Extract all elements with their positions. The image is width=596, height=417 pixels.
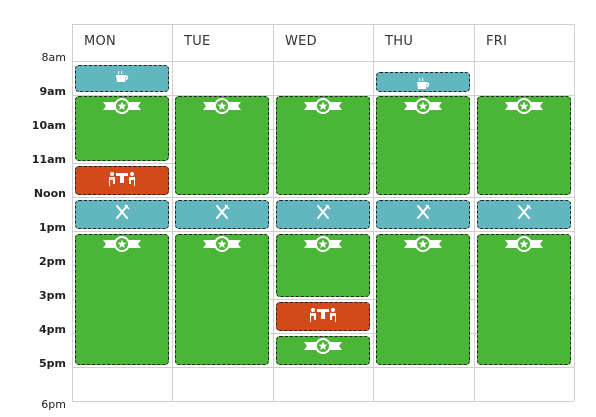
grid-line-hour (72, 61, 574, 62)
utensils-icon (516, 204, 532, 224)
grid-line-hour (72, 197, 574, 198)
day-header-wed[interactable]: WED (285, 34, 317, 49)
star-banner-icon (303, 98, 343, 118)
star-banner-icon (102, 236, 142, 256)
grid-line-day (72, 24, 73, 401)
star-banner-icon (403, 236, 443, 256)
star-banner-icon (303, 236, 343, 256)
meeting-event-block[interactable] (276, 302, 370, 331)
time-label: 8am (41, 51, 66, 64)
grid-line-hour (72, 367, 574, 368)
meeting-icon (308, 306, 338, 328)
grid-line-day (373, 24, 374, 401)
day-header-thu[interactable]: THU (385, 34, 414, 49)
focus-event-block[interactable] (477, 96, 571, 195)
time-label: 10am (31, 119, 66, 132)
time-label: 3pm (39, 289, 66, 302)
focus-event-block[interactable] (276, 96, 370, 195)
star-banner-icon (504, 236, 544, 256)
focus-event-block[interactable] (75, 234, 169, 365)
focus-event-block[interactable] (276, 234, 370, 297)
grid-line-day (172, 24, 173, 401)
grid-line-hour (72, 299, 574, 300)
meal-event-block[interactable] (276, 200, 370, 229)
meal-event-block[interactable] (477, 200, 571, 229)
focus-event-block[interactable] (477, 234, 571, 365)
star-banner-icon (403, 98, 443, 118)
utensils-icon (214, 204, 230, 224)
meal-event-block[interactable] (175, 200, 269, 229)
day-header-tue[interactable]: TUE (184, 34, 211, 49)
focus-event-block[interactable] (376, 96, 470, 195)
meeting-event-block[interactable] (75, 166, 169, 195)
focus-event-block[interactable] (276, 336, 370, 365)
grid-line-day (474, 24, 475, 401)
coffee-icon (415, 76, 431, 95)
meal-event-block[interactable] (75, 65, 169, 92)
focus-event-block[interactable] (376, 234, 470, 365)
meal-event-block[interactable] (376, 200, 470, 229)
focus-event-block[interactable] (175, 234, 269, 365)
time-label: 5pm (39, 357, 66, 370)
grid-line-day (574, 24, 575, 401)
time-label: 11am (31, 153, 66, 166)
time-label: 2pm (39, 255, 66, 268)
day-header-fri[interactable]: FRI (486, 34, 508, 49)
star-banner-icon (202, 98, 242, 118)
meal-event-block[interactable] (376, 72, 470, 92)
meal-event-block[interactable] (75, 200, 169, 229)
grid-line-hour (72, 231, 574, 232)
grid-line-hour (72, 333, 574, 334)
meeting-icon (107, 170, 137, 192)
utensils-icon (415, 204, 431, 224)
time-label: Noon (33, 187, 66, 200)
utensils-icon (315, 204, 331, 224)
star-banner-icon (202, 236, 242, 256)
grid-line-hour (72, 401, 574, 402)
star-banner-icon (303, 338, 343, 358)
grid-line-day (273, 24, 274, 401)
star-banner-icon (102, 98, 142, 118)
time-label: 6pm (41, 398, 66, 411)
day-header-mon[interactable]: MON (84, 34, 117, 49)
grid-line-hour (72, 95, 574, 96)
focus-event-block[interactable] (75, 96, 169, 161)
star-banner-icon (504, 98, 544, 118)
time-label: 9am (39, 85, 66, 98)
grid-line-top (72, 24, 574, 25)
focus-event-block[interactable] (175, 96, 269, 195)
coffee-icon (114, 69, 130, 88)
time-label: 1pm (39, 221, 66, 234)
utensils-icon (114, 204, 130, 224)
time-label: 4pm (39, 323, 66, 336)
